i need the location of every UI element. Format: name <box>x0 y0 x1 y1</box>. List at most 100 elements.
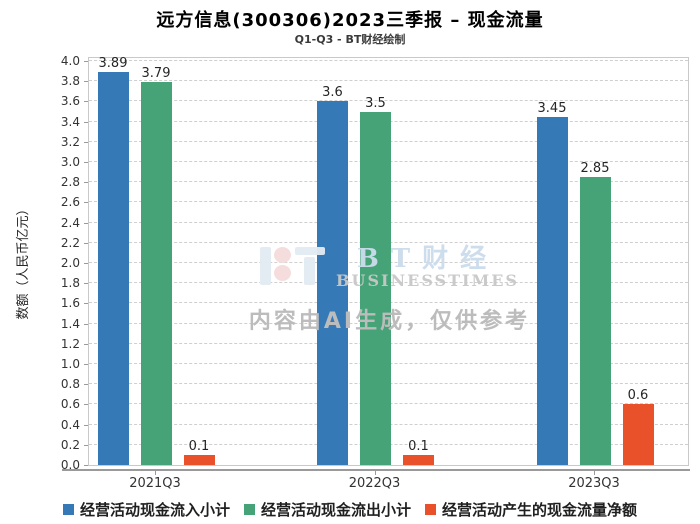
bar <box>140 82 172 465</box>
y-tick-mark <box>84 202 88 204</box>
y-tick-label: 1.8 <box>60 276 80 291</box>
y-tick-mark <box>84 343 88 345</box>
y-tick-label: 4.0 <box>60 54 80 68</box>
x-tick-label: 2023Q3 <box>568 476 620 491</box>
bar <box>579 177 611 465</box>
y-tick-mark <box>84 222 88 224</box>
y-axis-title: 数额（人民币亿元） <box>16 202 31 320</box>
y-tick-label: 2.6 <box>60 195 80 210</box>
x-tick-label: 2022Q3 <box>348 476 401 491</box>
y-tick-mark <box>84 61 88 62</box>
x-tick-mark <box>155 471 156 475</box>
y-tick-mark <box>84 263 88 264</box>
y-tick-mark <box>84 364 88 365</box>
bar-with-label: 3.6 <box>317 85 348 465</box>
chart-title: 远方信息(300306)2023三季报 – 现金流量 <box>156 10 544 31</box>
y-tick-label: 1.4 <box>60 316 80 331</box>
legend-label-net: 经营活动产生的现金流量净额 <box>442 500 638 519</box>
y-tick-mark <box>84 101 88 103</box>
bar-value-label: 2.85 <box>580 161 610 177</box>
y-tick-label: 3.2 <box>60 134 80 149</box>
y-tick-label: 2.2 <box>60 235 80 250</box>
legend: 经营活动现金流入小计 经营活动现金流出小计 经营活动产生的现金流量净额 <box>0 498 700 520</box>
y-tick-label: 2.0 <box>60 256 80 270</box>
y-tick-mark <box>84 162 88 163</box>
chart-subtitle: Q1-Q3 - BT财经绘制 <box>294 33 406 46</box>
bar-value-label: 0.6 <box>627 388 649 404</box>
bar-with-label: 3.79 <box>140 66 172 465</box>
y-tick-label: 1.6 <box>60 296 80 311</box>
y-tick-label: 2.8 <box>60 175 80 190</box>
x-axis-spine <box>62 469 690 471</box>
y-tick-label: 3.8 <box>60 74 80 89</box>
y-tick-mark <box>84 404 88 406</box>
bar-value-label: 3.6 <box>322 85 343 101</box>
y-tick-label: 3.6 <box>60 94 80 109</box>
gridline <box>89 100 688 102</box>
bar-with-label: 0.1 <box>403 439 434 465</box>
bar-value-label: 3.79 <box>141 66 171 82</box>
bar-with-label: 0.6 <box>622 388 654 465</box>
legend-label-outflow: 经营活动现金流出小计 <box>260 500 411 519</box>
bar-value-label: 0.1 <box>188 438 210 454</box>
bar-value-label: 3.5 <box>365 95 386 111</box>
y-tick-label: 3.4 <box>60 114 80 129</box>
y-tick-label: 1.0 <box>60 357 80 371</box>
bar <box>622 404 654 465</box>
bar-with-label: 3.45 <box>536 100 568 465</box>
bar-value-label: 0.1 <box>408 438 429 454</box>
x-tick-mark <box>374 471 376 475</box>
bar <box>183 454 215 465</box>
bar <box>97 72 129 465</box>
bar-with-label: 3.5 <box>360 95 391 465</box>
y-tick-mark <box>84 323 88 325</box>
logo-dot <box>274 247 292 263</box>
y-tick-label: 0.6 <box>60 397 80 412</box>
y-tick-mark <box>84 141 88 143</box>
y-axis: 0.0 0.2 0.4 0.6 0.8 1.0 1.2 1.4 1.6 1.8 2.0 2.2 2.4 2… <box>40 54 88 472</box>
bar-with-label: 3.89 <box>97 56 129 465</box>
y-tick-label: 2.4 <box>60 215 80 230</box>
legend-swatch-net <box>425 503 436 515</box>
logo-dot <box>274 265 292 281</box>
chart-canvas: 数额（人民币亿元） 0.0 0.2 0.4 0.6 0.8 1.0 1.2 1.4 1.6 1.8… <box>0 54 700 497</box>
legend-swatch-outflow <box>243 503 255 515</box>
logo-bar <box>260 247 272 285</box>
legend-swatch-inflow <box>62 503 74 515</box>
y-tick-label: 3.0 <box>60 155 80 169</box>
y-tick-label: 0.4 <box>60 417 80 432</box>
legend-item-inflow: 经营活动现金流入小计 <box>62 499 230 520</box>
y-tick-mark <box>84 384 88 386</box>
bar-with-label: 0.1 <box>183 438 215 465</box>
y-tick-label: 1.2 <box>60 336 80 351</box>
legend-item-outflow: 经营活动现金流出小计 <box>243 499 411 520</box>
bar <box>317 101 348 465</box>
y-tick-mark <box>84 81 88 83</box>
bar-value-label: 3.45 <box>537 100 567 116</box>
x-tick-mark <box>594 471 595 475</box>
x-tick-label: 2021Q3 <box>129 476 181 491</box>
bar-with-label: 2.85 <box>579 161 611 465</box>
y-tick-mark <box>84 444 88 446</box>
gridline <box>89 80 688 82</box>
bar-group-2021Q3: 3.89 3.79 0.1 <box>97 56 215 465</box>
y-tick-mark <box>84 121 88 123</box>
bar-group-2022Q3: 3.6 3.5 0.1 <box>317 85 434 465</box>
y-tick-mark <box>84 303 88 305</box>
legend-label-inflow: 经营活动现金流入小计 <box>79 500 230 519</box>
gridline <box>89 60 688 61</box>
y-tick-label: 0.8 <box>60 377 80 392</box>
y-tick-mark <box>84 242 88 244</box>
bar <box>403 454 434 465</box>
y-tick-label: 0.2 <box>60 437 80 452</box>
bar <box>360 111 391 465</box>
y-tick-label: 0.0 <box>60 458 80 472</box>
plot-area: BT财经 BUSINESSTIMES 内容由AI生成，仅供参考 3.89 3.79… <box>88 56 689 466</box>
y-tick-mark <box>84 424 88 426</box>
bar-value-label: 3.89 <box>98 56 128 72</box>
legend-item-net: 经营活动产生的现金流量净额 <box>425 499 637 520</box>
y-tick-mark <box>84 182 88 184</box>
y-tick-mark <box>84 283 88 285</box>
bar-group-2023Q3: 3.45 2.85 0.6 <box>536 100 654 465</box>
